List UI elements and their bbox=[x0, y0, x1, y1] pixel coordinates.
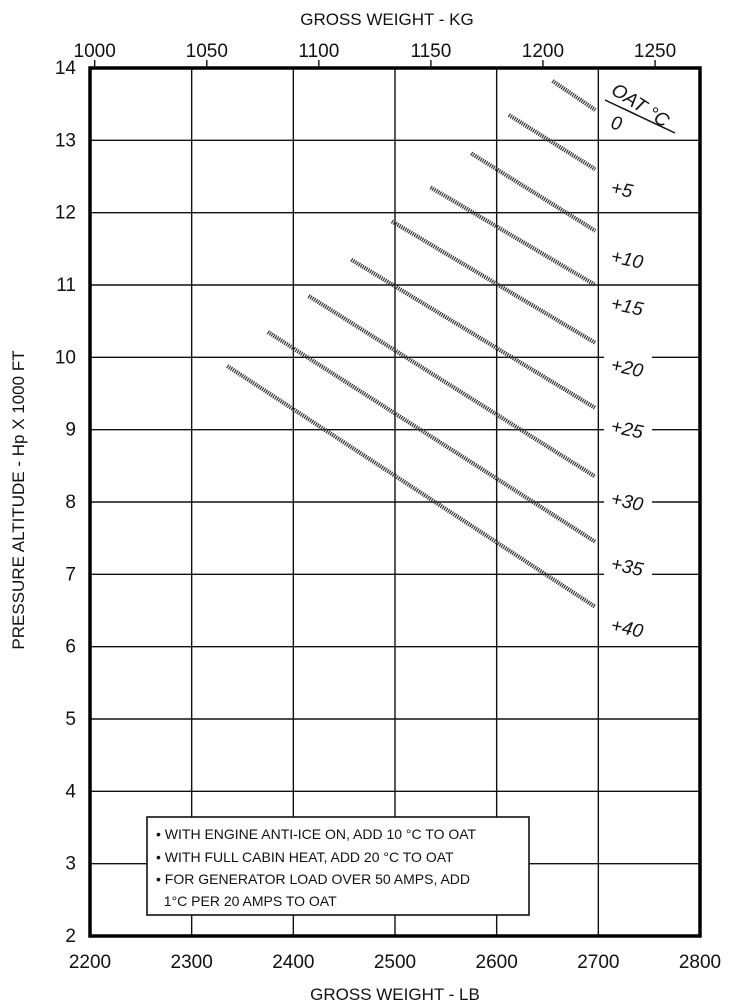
y-tick-label: 9 bbox=[65, 420, 76, 441]
oat-label-bg bbox=[604, 551, 652, 578]
kg-tick-label: 1200 bbox=[522, 41, 564, 62]
kg-tick-labels: 1000 1050 1100 1150 1200 1250 bbox=[74, 41, 676, 68]
x-tick-label: 2500 bbox=[374, 952, 416, 973]
oat-label-bg bbox=[604, 486, 652, 513]
y-tick-label: 3 bbox=[65, 854, 76, 875]
x-tick-label: 2800 bbox=[679, 952, 721, 973]
kg-tick-label: 1100 bbox=[298, 41, 339, 62]
note-4: 1°C PER 20 AMPS TO OAT bbox=[156, 893, 337, 909]
kg-tick-label: 1150 bbox=[410, 41, 451, 62]
oat-line bbox=[390, 219, 597, 345]
y-tick-label: 12 bbox=[55, 203, 76, 224]
y-tick-label: 2 bbox=[65, 926, 76, 947]
oat-label-bg bbox=[604, 352, 652, 379]
oat-line bbox=[551, 79, 597, 112]
notes-box: • WITH ENGINE ANTI-ICE ON, ADD 10 °C TO … bbox=[146, 816, 530, 916]
oat-label-bg bbox=[604, 110, 652, 137]
oat-line bbox=[507, 113, 597, 172]
oat-curve-label: 0 bbox=[609, 113, 624, 136]
oat-label-bg bbox=[604, 612, 652, 639]
top-axis-title: GROSS WEIGHT - KG bbox=[300, 10, 473, 29]
kg-tick-label: 1250 bbox=[634, 41, 676, 62]
y-tick-label: 14 bbox=[55, 58, 77, 79]
oat-curve-labels: 0+5+10+15+20+25+30+35+40 bbox=[604, 110, 652, 643]
series-lines bbox=[226, 79, 597, 609]
note-2: • WITH FULL CABIN HEAT, ADD 20 °C TO OAT bbox=[156, 849, 454, 865]
oat-line bbox=[226, 364, 597, 609]
oat-label-bg bbox=[604, 291, 652, 318]
oat-line bbox=[350, 257, 597, 410]
y-tick-label: 13 bbox=[55, 130, 76, 151]
y-tick-label: 10 bbox=[55, 347, 76, 368]
oat-line bbox=[429, 185, 597, 287]
kg-tick-label: 1050 bbox=[186, 41, 228, 62]
note-3: • FOR GENERATOR LOAD OVER 50 AMPS, ADD bbox=[156, 871, 470, 887]
notes-frame bbox=[146, 816, 530, 916]
kg-tick-label: 1000 bbox=[74, 41, 116, 62]
oat-line bbox=[266, 330, 597, 544]
x-tick-label: 2200 bbox=[69, 952, 111, 973]
y-tick-label: 8 bbox=[65, 492, 76, 513]
x-tick-label: 2600 bbox=[476, 952, 518, 973]
x-axis-title: GROSS WEIGHT - LB bbox=[310, 985, 480, 1004]
plot-frame bbox=[88, 66, 702, 938]
oat-line bbox=[470, 151, 597, 233]
y-tick-label: 6 bbox=[65, 637, 76, 658]
oat-label-bg bbox=[604, 414, 652, 441]
plot-border bbox=[88, 66, 702, 938]
y-axis-title: PRESSURE ALTITUDE - Hp X 1000 FT bbox=[9, 350, 28, 649]
oat-curve-label: +5 bbox=[609, 178, 635, 203]
y-tick-labels: 2 3 4 5 6 7 8 9 10 11 12 13 14 bbox=[55, 58, 77, 947]
x-tick-label: 2400 bbox=[272, 952, 314, 973]
note-1: • WITH ENGINE ANTI-ICE ON, ADD 10 °C TO … bbox=[156, 826, 477, 842]
oat-label-bg bbox=[604, 175, 652, 202]
x-tick-label: 2300 bbox=[171, 952, 213, 973]
y-tick-label: 5 bbox=[65, 709, 76, 730]
y-tick-label: 4 bbox=[65, 781, 76, 802]
x-tick-labels: 2200 2300 2400 2500 2600 2700 2800 bbox=[69, 952, 721, 973]
x-tick-label: 2700 bbox=[577, 952, 619, 973]
oat-label-bg bbox=[604, 244, 652, 271]
oat-legend-rule bbox=[604, 99, 676, 134]
y-tick-label: 11 bbox=[56, 275, 76, 296]
y-tick-label: 7 bbox=[65, 564, 76, 585]
oat-line bbox=[307, 294, 597, 479]
